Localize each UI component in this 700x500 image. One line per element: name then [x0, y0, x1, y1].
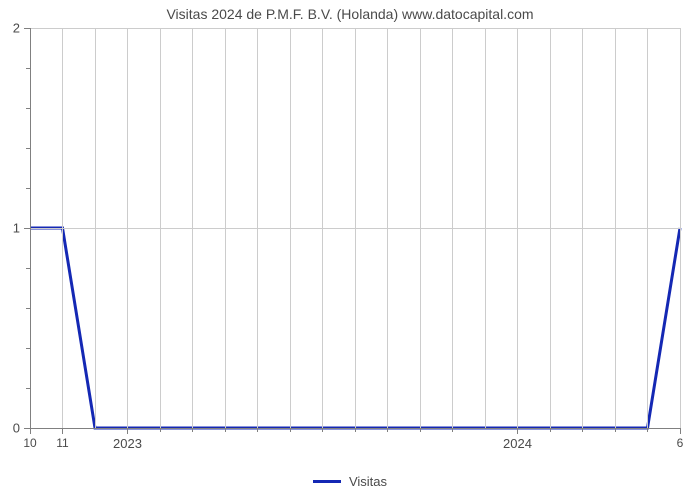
- x-major-tick: [127, 428, 128, 434]
- x-minor-tick: [322, 428, 323, 432]
- plot-area: 0121011202320246: [30, 28, 680, 428]
- y-minor-tick: [26, 388, 30, 389]
- x-tick-label-major: 2024: [503, 436, 532, 451]
- y-major-tick: [24, 228, 30, 229]
- x-minor-tick: [355, 428, 356, 432]
- x-tick-label: 10: [23, 436, 36, 450]
- y-minor-tick: [26, 348, 30, 349]
- x-minor-tick: [582, 428, 583, 432]
- x-major-tick: [680, 428, 681, 434]
- x-major-tick: [517, 428, 518, 434]
- chart-container: { "chart": { "type": "line", "title": "V…: [0, 0, 700, 500]
- x-major-tick: [30, 428, 31, 434]
- x-minor-tick: [387, 428, 388, 432]
- y-minor-tick: [26, 148, 30, 149]
- x-tick-label: 6: [677, 436, 684, 450]
- gridline-horizontal: [30, 28, 680, 29]
- y-minor-tick: [26, 68, 30, 69]
- x-minor-tick: [647, 428, 648, 432]
- x-minor-tick: [160, 428, 161, 432]
- y-tick-label: 2: [0, 21, 20, 36]
- legend-swatch: [313, 480, 341, 483]
- x-minor-tick: [192, 428, 193, 432]
- legend: Visitas: [0, 470, 700, 489]
- chart-title: Visitas 2024 de P.M.F. B.V. (Holanda) ww…: [0, 6, 700, 22]
- y-minor-tick: [26, 308, 30, 309]
- y-major-tick: [24, 28, 30, 29]
- x-minor-tick: [420, 428, 421, 432]
- x-minor-tick: [615, 428, 616, 432]
- y-minor-tick: [26, 188, 30, 189]
- y-minor-tick: [26, 108, 30, 109]
- y-minor-tick: [26, 268, 30, 269]
- x-tick-label-major: 2023: [113, 436, 142, 451]
- legend-label: Visitas: [349, 474, 387, 489]
- y-tick-label: 1: [0, 221, 20, 236]
- y-tick-label: 0: [0, 421, 20, 436]
- x-major-tick: [62, 428, 63, 434]
- legend-item: Visitas: [313, 474, 387, 489]
- x-minor-tick: [452, 428, 453, 432]
- x-minor-tick: [550, 428, 551, 432]
- gridline-horizontal: [30, 228, 680, 229]
- x-minor-tick: [257, 428, 258, 432]
- x-tick-label: 11: [56, 436, 68, 450]
- x-minor-tick: [225, 428, 226, 432]
- x-minor-tick: [290, 428, 291, 432]
